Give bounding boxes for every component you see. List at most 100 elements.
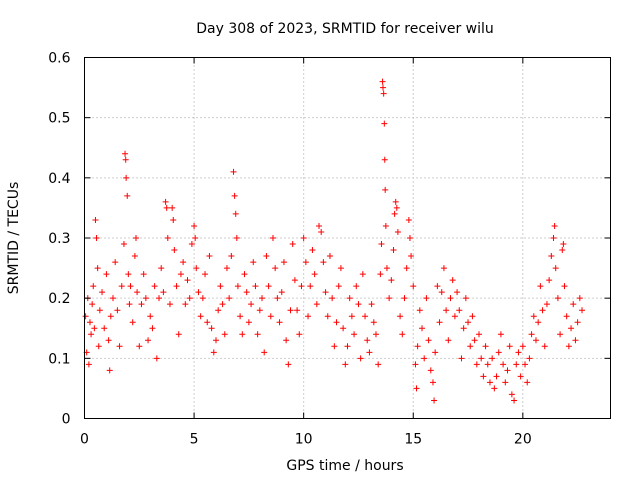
- data-point: [388, 277, 395, 284]
- x-tick-label: 15: [404, 432, 422, 448]
- y-tick-label: 0.5: [48, 111, 70, 127]
- data-point: [382, 222, 389, 229]
- data-point: [506, 343, 513, 350]
- data-point: [197, 313, 204, 320]
- data-point: [554, 295, 561, 302]
- data-point: [515, 349, 522, 356]
- data-point: [114, 307, 121, 314]
- data-point: [522, 361, 529, 368]
- y-tick-label: 0.6: [48, 51, 70, 67]
- data-point: [226, 295, 233, 302]
- data-point: [543, 301, 550, 308]
- data-point: [381, 120, 388, 127]
- data-point: [147, 313, 154, 320]
- data-point: [175, 331, 182, 338]
- data-point: [228, 253, 235, 260]
- data-point: [465, 319, 472, 326]
- data-point: [142, 295, 149, 302]
- data-point: [285, 361, 292, 368]
- data-point: [131, 253, 138, 260]
- data-point: [223, 265, 230, 272]
- data-point: [482, 343, 489, 350]
- data-point: [560, 241, 567, 248]
- data-point: [392, 198, 399, 205]
- data-point: [380, 84, 387, 91]
- data-point: [231, 192, 238, 199]
- data-point: [372, 331, 379, 338]
- data-point: [579, 307, 586, 314]
- data-point: [93, 235, 100, 241]
- data-point: [484, 361, 491, 368]
- data-point: [298, 283, 305, 290]
- data-point: [252, 283, 259, 290]
- y-tick-label: 0.3: [48, 231, 70, 247]
- data-point: [169, 204, 176, 211]
- data-point: [403, 265, 410, 272]
- data-point: [508, 391, 515, 398]
- data-point: [217, 283, 224, 290]
- data-point: [500, 361, 507, 368]
- data-point: [101, 325, 108, 332]
- data-point: [381, 156, 388, 163]
- data-point: [337, 265, 344, 272]
- data-point: [467, 343, 474, 350]
- data-point: [576, 295, 583, 302]
- data-point: [232, 210, 239, 217]
- data-point: [243, 289, 250, 296]
- data-point: [259, 295, 266, 302]
- data-point: [95, 343, 102, 350]
- data-point: [423, 295, 430, 302]
- data-point: [491, 385, 498, 392]
- data-point: [265, 283, 272, 290]
- data-point: [195, 289, 202, 296]
- data-point: [162, 198, 169, 205]
- data-point: [486, 379, 493, 386]
- data-point: [302, 259, 309, 266]
- data-point: [366, 349, 373, 356]
- data-point: [269, 235, 276, 241]
- x-tick-label: 5: [190, 432, 199, 448]
- data-point: [318, 228, 325, 235]
- data-point: [394, 228, 401, 235]
- data-point: [263, 253, 270, 260]
- data-point: [419, 325, 426, 332]
- data-point: [454, 289, 461, 296]
- data-point: [421, 355, 428, 362]
- data-point: [208, 325, 215, 332]
- data-point: [136, 343, 143, 350]
- data-point: [278, 289, 285, 296]
- data-point: [383, 265, 390, 272]
- data-point: [408, 253, 415, 260]
- data-point: [118, 283, 125, 290]
- data-point: [550, 235, 557, 241]
- data-point: [149, 325, 156, 332]
- data-point: [237, 313, 244, 320]
- data-point: [480, 373, 487, 380]
- data-point: [342, 361, 349, 368]
- data-point: [192, 235, 199, 241]
- data-point: [91, 325, 98, 332]
- data-point: [166, 301, 173, 308]
- data-point: [82, 313, 89, 320]
- data-point: [493, 373, 500, 380]
- data-point: [177, 271, 184, 278]
- data-point: [412, 361, 419, 368]
- data-point: [125, 271, 132, 278]
- data-point: [90, 283, 97, 290]
- data-point: [296, 331, 303, 338]
- data-point: [134, 289, 141, 296]
- data-point: [563, 313, 570, 320]
- data-point: [248, 301, 255, 308]
- data-point: [311, 271, 318, 278]
- data-point: [405, 216, 412, 223]
- data-point: [380, 90, 387, 97]
- data-point: [180, 259, 187, 266]
- data-point: [261, 349, 268, 356]
- data-point: [120, 241, 127, 248]
- data-point: [353, 283, 360, 290]
- data-point: [548, 253, 555, 260]
- data-point: [204, 319, 211, 326]
- data-point: [489, 355, 496, 362]
- data-point: [140, 271, 147, 278]
- data-point: [344, 343, 351, 350]
